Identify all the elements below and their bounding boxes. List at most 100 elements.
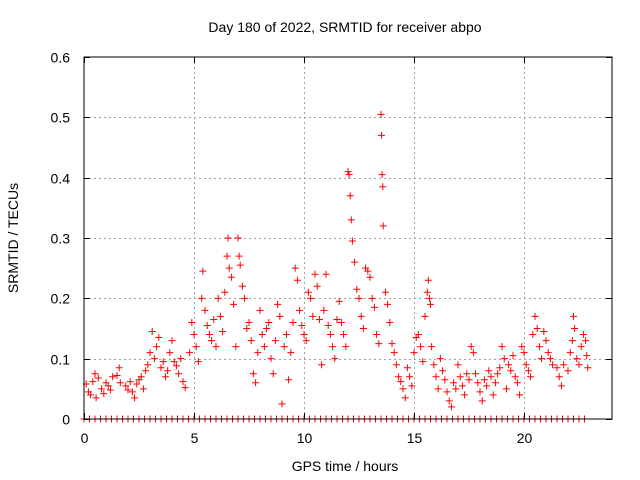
data-point <box>223 252 231 260</box>
data-point <box>432 373 440 381</box>
data-point <box>278 400 286 408</box>
data-point <box>172 362 180 370</box>
data-point <box>399 385 407 393</box>
data-point <box>347 216 355 224</box>
data-point <box>584 364 592 372</box>
data-point <box>487 373 495 381</box>
data-point <box>232 343 240 351</box>
data-point <box>335 297 343 305</box>
data-point <box>381 288 389 296</box>
data-point <box>276 312 284 320</box>
data-point <box>373 331 381 339</box>
data-point <box>485 367 493 375</box>
data-point <box>465 376 473 384</box>
data-point <box>377 110 385 118</box>
data-point <box>425 294 433 302</box>
data-point <box>115 364 123 372</box>
data-point <box>245 318 253 326</box>
data-point <box>192 343 200 351</box>
data-point <box>410 349 418 357</box>
data-point <box>571 325 579 332</box>
data-point <box>304 288 312 296</box>
x-tick-label: 10 <box>297 430 313 446</box>
data-point <box>388 340 396 348</box>
data-point <box>364 267 372 275</box>
data-point <box>505 361 513 369</box>
data-point <box>540 328 548 336</box>
data-point <box>133 380 141 388</box>
data-point <box>564 367 572 375</box>
data-point <box>555 373 563 381</box>
data-point <box>331 355 339 363</box>
data-point <box>478 397 486 405</box>
data-point <box>577 343 585 351</box>
data-point <box>384 300 392 308</box>
data-point <box>366 273 374 281</box>
data-point <box>342 343 350 351</box>
data-point <box>529 331 537 339</box>
data-point <box>274 300 282 308</box>
data-point <box>238 282 246 290</box>
data-point <box>265 318 273 326</box>
y-axis-label: SRMTID / TECUs <box>5 183 21 293</box>
data-point <box>582 337 590 345</box>
data-point <box>357 312 365 320</box>
data-point <box>494 370 502 378</box>
x-tick-label: 15 <box>407 430 423 446</box>
data-point <box>379 183 387 191</box>
data-point <box>345 171 353 179</box>
data-point <box>94 374 102 382</box>
data-point <box>269 370 277 378</box>
data-point <box>428 343 436 351</box>
data-point <box>560 361 568 369</box>
data-point <box>401 394 409 402</box>
data-point <box>379 222 387 230</box>
data-point <box>320 306 328 314</box>
data-point <box>227 273 235 281</box>
x-tick-label: 20 <box>517 430 533 446</box>
data-point <box>307 294 315 302</box>
data-point <box>436 355 444 363</box>
data-point <box>406 373 414 381</box>
data-point <box>500 355 508 363</box>
y-tick-label: 0.1 <box>51 352 71 368</box>
data-point <box>313 282 321 290</box>
data-point <box>247 337 255 345</box>
data-point <box>439 367 447 375</box>
data-point <box>155 334 163 342</box>
data-point <box>144 361 152 369</box>
data-point <box>98 385 106 393</box>
data-point <box>219 328 227 336</box>
data-point <box>201 306 209 314</box>
data-point <box>424 276 432 284</box>
data-point <box>489 391 497 399</box>
data-point <box>566 349 574 357</box>
data-point <box>225 264 233 272</box>
data-point <box>252 379 260 387</box>
data-point <box>224 234 232 242</box>
data-point <box>579 331 587 339</box>
data-point <box>447 403 455 411</box>
data-point <box>378 171 386 179</box>
data-point <box>113 372 121 380</box>
data-point <box>234 234 242 242</box>
data-point <box>263 325 271 332</box>
data-point <box>254 349 262 357</box>
data-point <box>546 355 554 363</box>
data-point <box>456 373 464 381</box>
axis-ticks: 0 0.1 0.2 0.3 0.4 0.5 0.6 0 5 10 15 20 <box>51 50 612 446</box>
data-point <box>527 373 535 381</box>
data-point <box>126 378 134 386</box>
data-point <box>518 343 526 351</box>
data-point <box>454 361 462 369</box>
data-point <box>337 318 345 326</box>
data-point <box>188 318 196 326</box>
data-point <box>583 352 591 360</box>
data-point <box>153 343 161 351</box>
data-point <box>216 312 224 320</box>
data-point <box>472 370 480 378</box>
data-point <box>258 331 266 339</box>
data-point <box>177 355 185 363</box>
data-point <box>148 328 156 336</box>
